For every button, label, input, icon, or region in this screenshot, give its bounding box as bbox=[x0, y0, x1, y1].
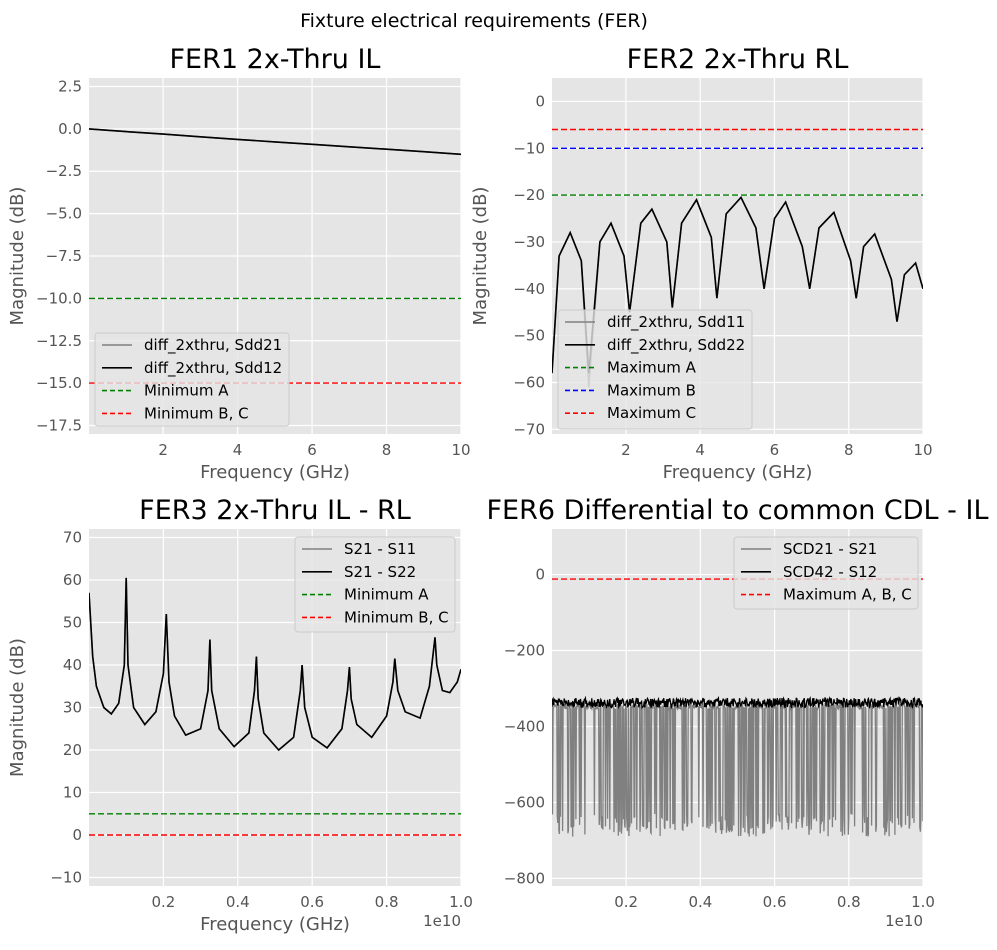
x-tick-label: 1.0 bbox=[911, 893, 935, 911]
y-tick-label: 10 bbox=[63, 784, 82, 802]
x-tick-label: 0.4 bbox=[226, 893, 250, 911]
series-group bbox=[89, 577, 461, 836]
y-tick-label: 20 bbox=[63, 741, 82, 759]
legend-label: Minimum B, C bbox=[144, 404, 249, 422]
y-tick-label: −15.0 bbox=[36, 374, 82, 392]
y-tick-label: 50 bbox=[63, 614, 82, 632]
y-tick-label: −10.0 bbox=[36, 289, 82, 307]
y-tick-label: −600 bbox=[504, 793, 545, 811]
x-offset-label: 1e10 bbox=[423, 912, 461, 930]
x-axis-label: Frequency (GHz) bbox=[200, 914, 350, 935]
legend-label: Maximum B bbox=[607, 381, 696, 399]
x-tick-label: 0.2 bbox=[614, 893, 638, 911]
figure-suptitle: Fixture electrical requirements (FER) bbox=[300, 10, 648, 32]
y-tick-label: −12.5 bbox=[36, 332, 82, 350]
legend-label: Maximum C bbox=[607, 404, 696, 422]
legend-label: Minimum B, C bbox=[344, 608, 449, 626]
x-tick-label: 0.8 bbox=[375, 893, 399, 911]
y-tick-label: 0.0 bbox=[58, 120, 82, 138]
series-line-2 bbox=[89, 128, 461, 156]
legend-box bbox=[733, 536, 919, 610]
x-tick-label: 2 bbox=[158, 441, 168, 459]
series-group bbox=[552, 128, 923, 388]
series-line-2 bbox=[89, 577, 461, 752]
y-tick-label: 40 bbox=[63, 656, 82, 674]
x-tick-label: 4 bbox=[233, 441, 243, 459]
y-axis-label: Magnitude (dB) bbox=[7, 638, 28, 777]
x-tick-label: 0.6 bbox=[763, 893, 787, 911]
legend-label: diff_2xthru, Sdd12 bbox=[144, 359, 282, 378]
x-tick-label: 8 bbox=[382, 441, 392, 459]
legend-label: Minimum A bbox=[344, 586, 429, 604]
legend: S21 - S11 S21 - S22 Minimum A Minimum B, C bbox=[294, 536, 456, 633]
x-tick-label: 0.2 bbox=[151, 893, 175, 911]
y-axis-label: Magnitude (dB) bbox=[470, 187, 491, 326]
x-tick-label: 4 bbox=[695, 441, 705, 459]
y-tick-label: −50 bbox=[513, 327, 545, 345]
y-tick-label: −17.5 bbox=[36, 417, 82, 435]
legend: SCD21 - S21 SCD42 - S12 Maximum A, B, C bbox=[733, 536, 919, 610]
y-tick-label: −20 bbox=[513, 186, 545, 204]
legend: diff_2xthru, Sdd11 diff_2xthru, Sdd22 Maxi… bbox=[557, 309, 753, 430]
y-tick-label: −40 bbox=[513, 280, 545, 298]
y-tick-label: −2.5 bbox=[46, 162, 82, 180]
y-tick-label: −70 bbox=[513, 420, 545, 438]
y-tick-label: −10 bbox=[50, 869, 82, 887]
legend-box bbox=[94, 332, 290, 427]
y-tick-label: −30 bbox=[513, 233, 545, 251]
x-tick-label: 10 bbox=[913, 441, 932, 459]
y-tick-label: −800 bbox=[504, 869, 545, 887]
x-tick-label: 8 bbox=[844, 441, 854, 459]
panel-title: FER1 2x-Thru IL bbox=[170, 44, 381, 75]
x-tick-label: 6 bbox=[307, 441, 317, 459]
legend-label: diff_2xthru, Sdd22 bbox=[607, 336, 745, 355]
y-tick-label: 70 bbox=[63, 529, 82, 547]
legend: diff_2xthru, Sdd21 diff_2xthru, Sdd12 Mini… bbox=[94, 332, 290, 427]
legend-label: diff_2xthru, Sdd11 bbox=[607, 313, 745, 332]
y-tick-label: 0 bbox=[72, 826, 82, 844]
y-tick-label: 0 bbox=[535, 92, 545, 110]
x-axis-label: Frequency (GHz) bbox=[200, 462, 350, 483]
legend-label: Maximum A, B, C bbox=[783, 586, 912, 604]
legend-label: SCD42 - S12 bbox=[783, 563, 877, 581]
y-axis-label: Magnitude (dB) bbox=[7, 187, 28, 326]
panel-title: FER3 2x-Thru IL - RL bbox=[139, 495, 411, 526]
chart-panel-1: 2 4 6 8 10 2.5 0.0 −2.5 −5.0 −7.5 −10.0 −12.5 −15.0 −… bbox=[7, 44, 471, 483]
y-tick-label: −7.5 bbox=[46, 247, 82, 265]
legend-label: Maximum A bbox=[607, 359, 697, 377]
panel-title: FER6 Differential to common CDL - IL bbox=[486, 495, 988, 526]
legend-label: Minimum A bbox=[144, 382, 229, 400]
x-tick-label: 6 bbox=[770, 441, 780, 459]
series-line-2 bbox=[552, 195, 923, 374]
y-tick-label: −10 bbox=[513, 139, 545, 157]
y-tick-label: −200 bbox=[504, 642, 545, 660]
x-tick-label: 0.4 bbox=[688, 893, 712, 911]
x-tick-label: 0.6 bbox=[300, 893, 324, 911]
x-offset-label: 1e10 bbox=[885, 912, 923, 930]
y-tick-label: 60 bbox=[63, 571, 82, 589]
y-tick-label: 30 bbox=[63, 699, 82, 717]
panel-title: FER2 2x-Thru RL bbox=[627, 44, 849, 75]
y-tick-label: −400 bbox=[504, 717, 545, 735]
x-tick-label: 10 bbox=[451, 441, 470, 459]
y-tick-label: 0 bbox=[535, 566, 545, 584]
y-tick-label: −60 bbox=[513, 373, 545, 391]
x-tick-label: 1.0 bbox=[449, 893, 473, 911]
chart-panel-3: 0.2 0.4 0.6 0.8 1.0 70 60 50 40 30 20 10 0 −10 FER3 2x… bbox=[7, 495, 473, 935]
x-axis-label: Frequency (GHz) bbox=[663, 462, 813, 483]
legend-box bbox=[557, 309, 753, 430]
series-line-2 bbox=[552, 695, 923, 710]
x-tick-label: 2 bbox=[621, 441, 631, 459]
x-tick-label: 0.8 bbox=[837, 893, 861, 911]
legend-label: S21 - S11 bbox=[344, 540, 416, 558]
chart-panel-4: 0.2 0.4 0.6 0.8 1.0 0 −200 −400 −600 −800 FER6 Dif… bbox=[486, 495, 988, 930]
y-tick-label: −5.0 bbox=[46, 205, 82, 223]
legend-label: S21 - S22 bbox=[344, 563, 416, 581]
legend-label: SCD21 - S21 bbox=[783, 540, 877, 558]
chart-panel-2: 2 4 6 8 10 0 −10 −20 −30 −40 −50 −60 −70 FER2 2x-Thru… bbox=[470, 44, 933, 483]
legend-box bbox=[294, 536, 456, 633]
legend-label: diff_2xthru, Sdd21 bbox=[144, 336, 282, 355]
y-tick-label: 2.5 bbox=[58, 77, 82, 95]
